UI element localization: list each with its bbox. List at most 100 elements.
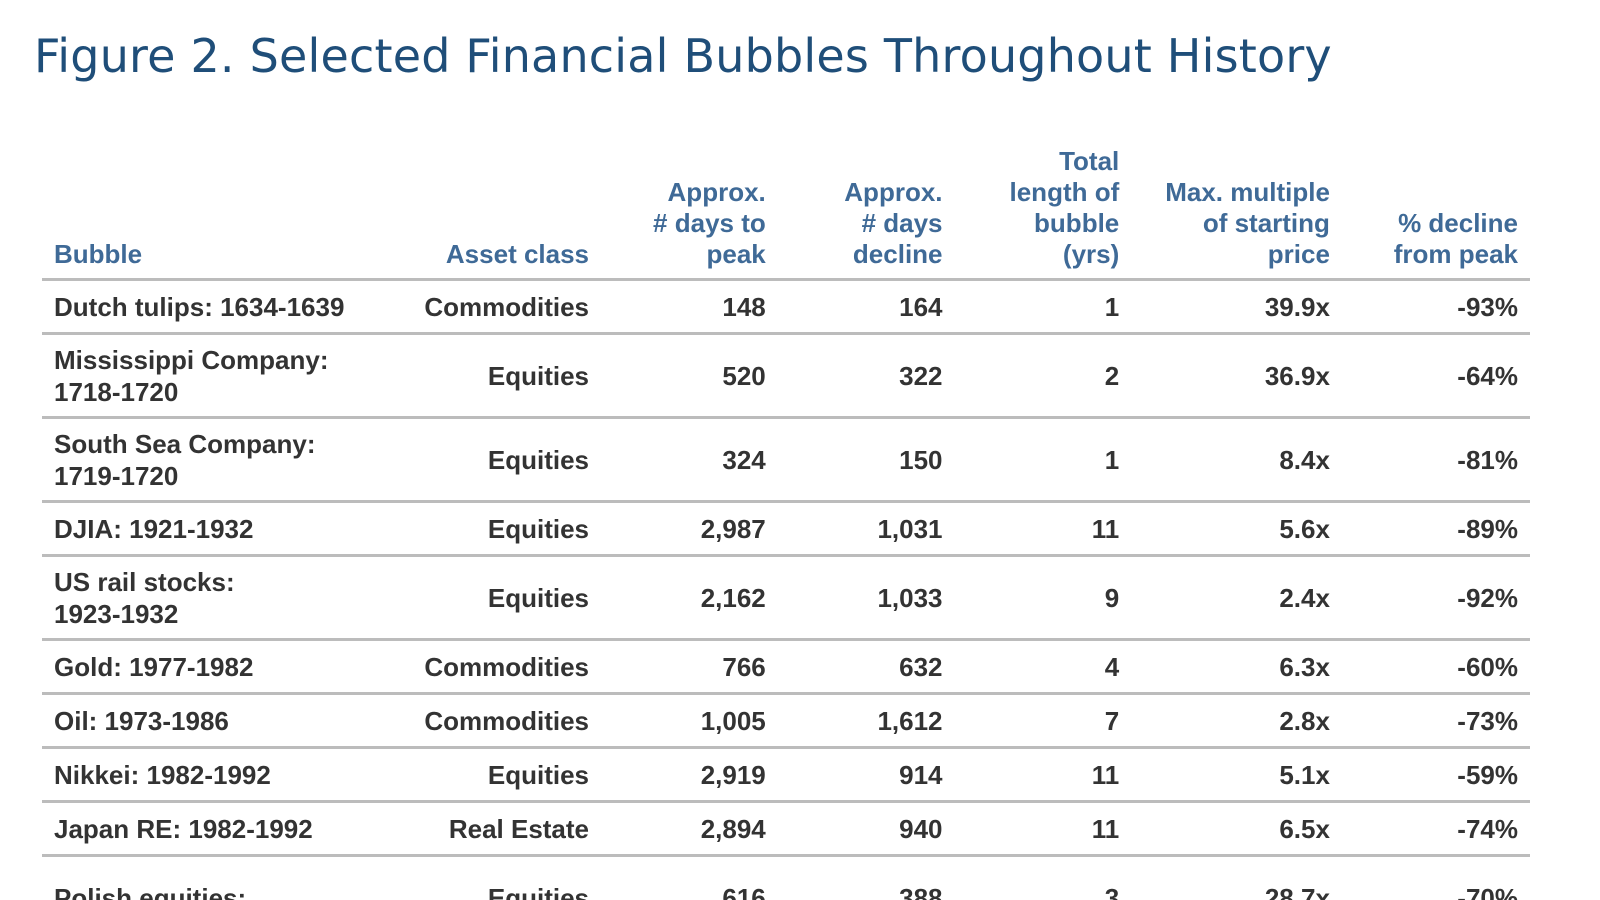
asset-class-cell: Commodities bbox=[399, 639, 602, 695]
header-line: Total bbox=[1059, 146, 1120, 176]
pct-decline-cell: -93% bbox=[1341, 279, 1530, 335]
bubble-cell: Japan RE: 1982-1992 bbox=[42, 801, 400, 857]
days-to-peak-cell: 616 bbox=[601, 855, 778, 900]
bubble-cell: South Sea Company: 1719-1720 bbox=[42, 417, 400, 503]
max-multiple-cell: 8.4x bbox=[1131, 417, 1342, 503]
header-line: peak bbox=[706, 239, 766, 269]
days-decline-cell: 940 bbox=[777, 801, 955, 857]
table-row: Nikkei: 1982-1992 Equities 2,919 914 11 … bbox=[42, 747, 1530, 803]
bubble-name: Japan RE: 1982-1992 bbox=[54, 813, 313, 844]
total-length-cell: 3 bbox=[954, 855, 1132, 900]
header-pct-decline: % decline from peak bbox=[1341, 138, 1530, 281]
header-line: (yrs) bbox=[1062, 239, 1120, 269]
asset-class-cell: Equities bbox=[399, 417, 602, 503]
bubble-cell: Dutch tulips: 1634-1639 bbox=[42, 279, 400, 335]
header-max-multiple: Max. multiple of starting price bbox=[1131, 138, 1342, 281]
days-decline-cell: 914 bbox=[777, 747, 955, 803]
header-days-to-peak: Approx. # days to peak bbox=[601, 138, 778, 281]
days-decline-cell: 1,612 bbox=[777, 693, 955, 749]
bubble-period: 1718-1720 bbox=[54, 376, 179, 407]
days-decline-cell: 1,031 bbox=[777, 501, 955, 557]
bubble-cell: Oil: 1973-1986 bbox=[42, 693, 400, 749]
days-to-peak-cell: 520 bbox=[601, 333, 778, 419]
days-decline-cell: 164 bbox=[777, 279, 955, 335]
header-line: Approx. bbox=[667, 177, 766, 207]
table-row: Japan RE: 1982-1992 Real Estate 2,894 94… bbox=[42, 801, 1530, 857]
asset-class-cell: Equities bbox=[399, 555, 602, 641]
bubble-name: Polish equities: bbox=[54, 882, 247, 900]
bubble-cell: DJIA: 1921-1932 bbox=[42, 501, 400, 557]
days-decline-cell: 322 bbox=[777, 333, 955, 419]
asset-class-cell: Equities bbox=[399, 501, 602, 557]
days-decline-cell: 388 bbox=[777, 855, 955, 900]
header-line: Max. multiple bbox=[1165, 177, 1330, 207]
header-asset-class: Asset class bbox=[399, 138, 602, 281]
total-length-cell: 1 bbox=[954, 417, 1132, 503]
days-to-peak-cell: 2,987 bbox=[601, 501, 778, 557]
total-length-cell: 1 bbox=[954, 279, 1132, 335]
total-length-cell: 2 bbox=[954, 333, 1132, 419]
total-length-cell: 9 bbox=[954, 555, 1132, 641]
total-length-cell: 7 bbox=[954, 693, 1132, 749]
asset-class-cell: Real Estate bbox=[399, 801, 602, 857]
bubble-cell: Nikkei: 1982-1992 bbox=[42, 747, 400, 803]
pct-decline-cell: -92% bbox=[1341, 555, 1530, 641]
asset-class-cell: Commodities bbox=[399, 693, 602, 749]
days-to-peak-cell: 766 bbox=[601, 639, 778, 695]
table-row: US rail stocks: 1923-1932 Equities 2,162 … bbox=[42, 555, 1530, 641]
pct-decline-cell: -73% bbox=[1341, 693, 1530, 749]
header-line: from peak bbox=[1393, 239, 1518, 269]
bubble-name: DJIA: 1921-1932 bbox=[54, 513, 254, 544]
table-row: South Sea Company: 1719-1720 Equities 324… bbox=[42, 417, 1530, 503]
max-multiple-cell: 5.1x bbox=[1131, 747, 1342, 803]
pct-decline-cell: -59% bbox=[1341, 747, 1530, 803]
bubble-period: 1923-1932 bbox=[54, 598, 179, 629]
table-row: Mississippi Company: 1718-1720 Equities 5… bbox=[42, 333, 1530, 419]
asset-class-cell: Equities bbox=[399, 333, 602, 419]
pct-decline-cell: -60% bbox=[1341, 639, 1530, 695]
header-line: of starting bbox=[1202, 208, 1330, 238]
days-to-peak-cell: 1,005 bbox=[601, 693, 778, 749]
header-line: Asset class bbox=[445, 239, 590, 269]
bubble-name: South Sea Company: bbox=[54, 428, 316, 459]
max-multiple-cell: 2.4x bbox=[1131, 555, 1342, 641]
bubble-name: Nikkei: 1982-1992 bbox=[54, 759, 271, 790]
days-decline-cell: 150 bbox=[777, 417, 955, 503]
header-line: bubble bbox=[1034, 208, 1120, 238]
pct-decline-cell: -74% bbox=[1341, 801, 1530, 857]
header-line: Approx. bbox=[844, 177, 943, 207]
table-row: Oil: 1973-1986 Commodities 1,005 1,612 7… bbox=[42, 693, 1530, 749]
max-multiple-cell: 39.9x bbox=[1131, 279, 1342, 335]
header-line: length of bbox=[1009, 177, 1120, 207]
days-decline-cell: 632 bbox=[777, 639, 955, 695]
figure-title: Figure 2. Selected Financial Bubbles Thr… bbox=[34, 29, 1332, 83]
header-line: price bbox=[1267, 239, 1330, 269]
bubble-name: Dutch tulips: 1634-1639 bbox=[54, 291, 345, 322]
pct-decline-cell: -89% bbox=[1341, 501, 1530, 557]
days-to-peak-cell: 2,894 bbox=[601, 801, 778, 857]
pct-decline-cell: -70% bbox=[1341, 855, 1530, 900]
bubble-name: Gold: 1977-1982 bbox=[54, 651, 254, 682]
max-multiple-cell: 36.9x bbox=[1131, 333, 1342, 419]
header-line: decline bbox=[852, 239, 943, 269]
max-multiple-cell: 2.8x bbox=[1131, 693, 1342, 749]
pct-decline-cell: -64% bbox=[1341, 333, 1530, 419]
days-to-peak-cell: 324 bbox=[601, 417, 778, 503]
total-length-cell: 11 bbox=[954, 801, 1132, 857]
max-multiple-cell: 6.5x bbox=[1131, 801, 1342, 857]
days-to-peak-cell: 148 bbox=[601, 279, 778, 335]
header-total-length: Total length of bubble (yrs) bbox=[954, 138, 1132, 281]
table-row: Dutch tulips: 1634-1639 Commodities 148 … bbox=[42, 279, 1530, 335]
bubble-cell: Mississippi Company: 1718-1720 bbox=[42, 333, 400, 419]
header-line: Bubble bbox=[54, 239, 143, 269]
bubble-name: Oil: 1973-1986 bbox=[54, 705, 229, 736]
total-length-cell: 4 bbox=[954, 639, 1132, 695]
days-to-peak-cell: 2,162 bbox=[601, 555, 778, 641]
header-bubble: Bubble bbox=[42, 138, 400, 281]
table-row: DJIA: 1921-1932 Equities 2,987 1,031 11 … bbox=[42, 501, 1530, 557]
max-multiple-cell: 5.6x bbox=[1131, 501, 1342, 557]
bubble-name: Mississippi Company: bbox=[54, 344, 329, 375]
header-line: # days to bbox=[653, 208, 766, 238]
asset-class-cell: Equities bbox=[399, 747, 602, 803]
